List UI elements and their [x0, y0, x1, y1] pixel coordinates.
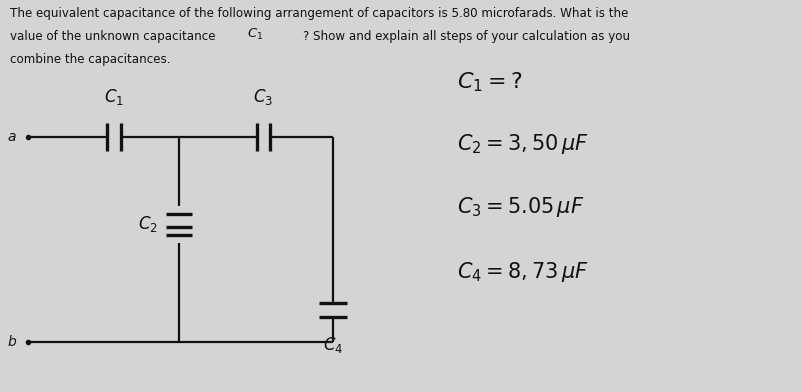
Text: b: b	[7, 335, 16, 349]
Text: a: a	[7, 130, 16, 144]
Text: $C_1$: $C_1$	[104, 87, 124, 107]
Text: $C_2 = 3,50\,\mu F$: $C_2 = 3,50\,\mu F$	[457, 132, 589, 156]
Text: $C_2$: $C_2$	[138, 214, 158, 234]
Text: ? Show and explain all steps of your calculation as you: ? Show and explain all steps of your cal…	[303, 30, 630, 43]
Text: $C_4$: $C_4$	[323, 335, 343, 355]
Text: $C_3$: $C_3$	[253, 87, 273, 107]
Text: $C_1 = ?$: $C_1 = ?$	[457, 70, 523, 94]
Text: $C_4 = 8,73\,\mu F$: $C_4 = 8,73\,\mu F$	[457, 260, 589, 284]
Text: The equivalent capacitance of the following arrangement of capacitors is 5.80 mi: The equivalent capacitance of the follow…	[10, 7, 628, 20]
Text: $C_1$: $C_1$	[246, 27, 263, 42]
Text: combine the capacitances.: combine the capacitances.	[10, 53, 171, 66]
Text: $C_3 = 5.05\,\mu F$: $C_3 = 5.05\,\mu F$	[457, 195, 585, 219]
Text: value of the unknown capacitance: value of the unknown capacitance	[10, 30, 216, 43]
